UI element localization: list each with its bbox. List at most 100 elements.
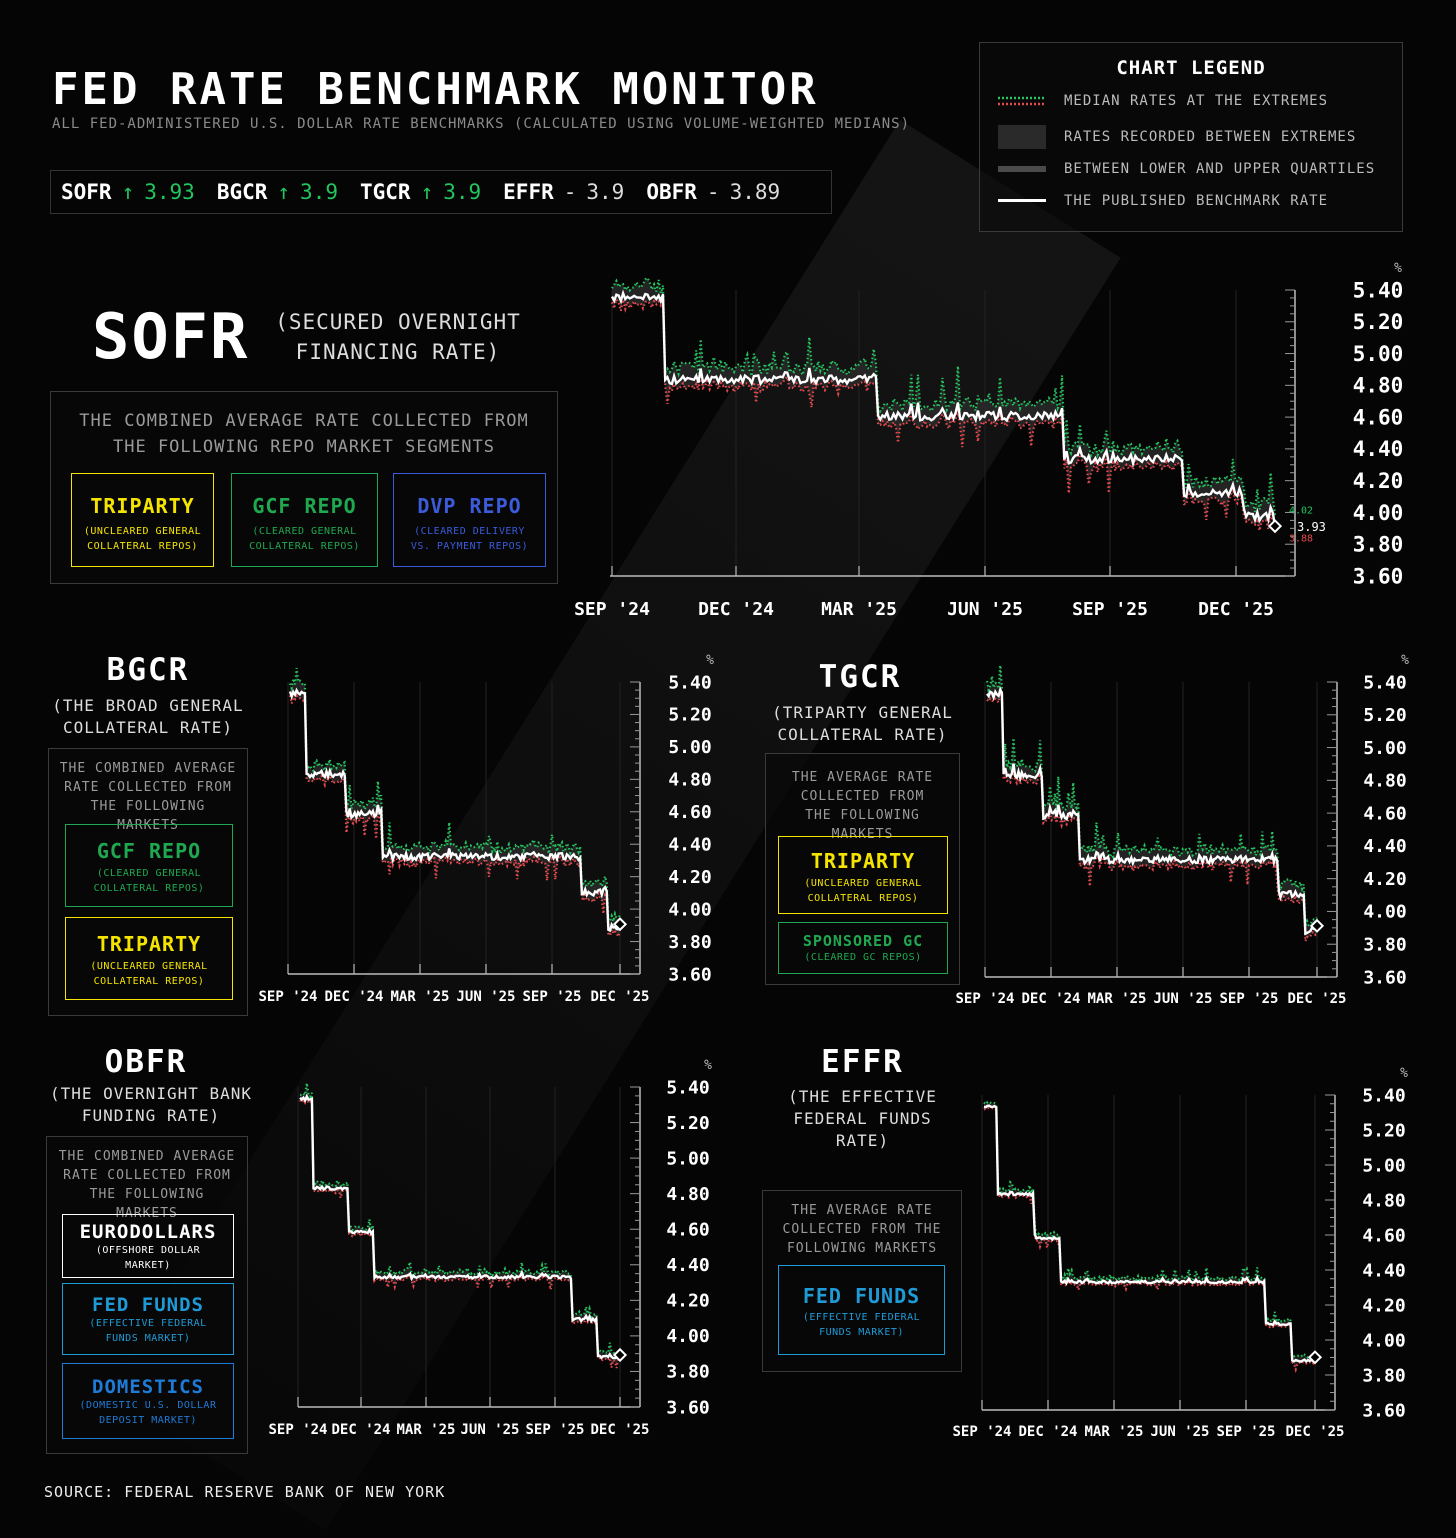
segment-fed-funds: FED FUNDS (EFFECTIVE FEDERAL FUNDS MARKE… bbox=[62, 1283, 234, 1355]
y-tick-label: 4.20 bbox=[668, 867, 711, 888]
legend-item-range: RATES RECORDED BETWEEN EXTREMES bbox=[998, 125, 1356, 149]
y-tick-label: 4.00 bbox=[1362, 1330, 1405, 1351]
y-unit-label: % bbox=[1401, 653, 1409, 668]
latest-value-marker bbox=[612, 917, 628, 932]
range-band bbox=[290, 668, 620, 937]
filled-band-icon bbox=[998, 125, 1046, 149]
x-tick-label: SEP '24 bbox=[258, 989, 317, 1005]
segment-triparty: TRIPARTY (UNCLEARED GENERAL COLLATERAL R… bbox=[778, 836, 948, 914]
x-tick-label: DEC '24 bbox=[331, 1422, 390, 1438]
x-tick-label: DEC '25 bbox=[1287, 991, 1346, 1007]
x-tick-label: DEC '24 bbox=[1021, 991, 1080, 1007]
y-tick-label: 3.80 bbox=[1363, 935, 1406, 956]
y-tick-label: 3.80 bbox=[1362, 1365, 1405, 1386]
benchmark-rate-series bbox=[986, 685, 1318, 936]
effr-full-name: (THE EFFECTIVE FEDERAL FUNDS RATE) bbox=[788, 1087, 937, 1150]
page-title: FED RATE BENCHMARK MONITOR bbox=[52, 64, 819, 115]
y-tick-label: 4.00 bbox=[668, 899, 711, 920]
x-tick-label: SEP '25 bbox=[1216, 1424, 1275, 1440]
y-tick-label: 4.20 bbox=[666, 1291, 709, 1312]
x-tick-label: JUN '25 bbox=[456, 989, 515, 1005]
upper-extreme-series bbox=[985, 665, 1318, 927]
y-tick-label: 4.40 bbox=[666, 1255, 709, 1276]
y-tick-label: 3.80 bbox=[668, 932, 711, 953]
upper-extreme-series bbox=[983, 1100, 1317, 1360]
segment-gcf-repo: GCF REPO (CLEARED GENERAL COLLATERAL REP… bbox=[231, 473, 378, 567]
latest-value-marker bbox=[1307, 1350, 1323, 1365]
benchmark-rate-series bbox=[983, 1104, 1317, 1364]
sofr-desc: THE COMBINED AVERAGE RATE COLLECTED FROM… bbox=[79, 411, 529, 457]
y-tick-label: 3.80 bbox=[666, 1362, 709, 1383]
obfr-desc: THE COMBINED AVERAGE RATE COLLECTED FROM… bbox=[58, 1149, 236, 1221]
x-tick-label: JUN '25 bbox=[947, 599, 1023, 620]
obfr-segments-panel: THE COMBINED AVERAGE RATE COLLECTED FROM… bbox=[46, 1136, 248, 1454]
ticker-obfr: OBFR -3.89 bbox=[646, 180, 781, 204]
x-tick-label: JUN '25 bbox=[460, 1422, 519, 1438]
bgcr-desc: THE COMBINED AVERAGE RATE COLLECTED FROM… bbox=[59, 761, 237, 833]
x-tick-label: SEP '24 bbox=[955, 991, 1014, 1007]
y-tick-label: 4.60 bbox=[1362, 1225, 1405, 1246]
tgcr-segments-panel: THE AVERAGE RATE COLLECTED FROM THE FOLL… bbox=[765, 753, 960, 985]
x-tick-label: MAR '25 bbox=[1084, 1424, 1143, 1440]
sofr-chart: 5.40 5.20 5.00 4.80 4.60 4.40 4.20 4.00 3.80 3.60… bbox=[574, 261, 1404, 620]
latest-value-marker bbox=[1267, 519, 1283, 534]
x-tick-label: MAR '25 bbox=[390, 989, 449, 1005]
x-tick-label: DEC '24 bbox=[1018, 1424, 1077, 1440]
segment-gcf-repo: GCF REPO (CLEARED GENERAL COLLATERAL REP… bbox=[65, 824, 233, 907]
tgcr-chart: 5.40 5.20 5.00 4.80 4.60 4.40 4.20 4.00 3.80 3.60… bbox=[955, 653, 1409, 1007]
segment-dvp-repo: DVP REPO (CLEARED DELIVERY VS. PAYMENT R… bbox=[393, 473, 546, 567]
y-tick-label: 4.40 bbox=[668, 835, 711, 856]
range-band bbox=[987, 665, 1317, 941]
y-tick-label: 3.60 bbox=[1363, 967, 1406, 988]
y-tick-label: 4.20 bbox=[1363, 869, 1406, 890]
x-tick-label: DEC '24 bbox=[324, 989, 383, 1005]
upper-extreme-series bbox=[611, 276, 1277, 516]
ticker-sofr: SOFR ↑ 3.93 bbox=[61, 180, 195, 204]
y-unit-label: % bbox=[706, 653, 714, 668]
y-tick-label: 4.80 bbox=[1363, 771, 1406, 792]
bgcr-chart: 5.40 5.20 5.00 4.80 4.60 4.40 4.20 4.00 3.80 3.60… bbox=[258, 653, 714, 1005]
tgcr-full-name: (TRIPARTY GENERAL COLLATERAL RATE) bbox=[772, 703, 953, 744]
y-tick-label: 4.20 bbox=[1362, 1295, 1405, 1316]
legend-item-benchmark: THE PUBLISHED BENCHMARK RATE bbox=[998, 193, 1328, 209]
sofr-segments-panel: THE COMBINED AVERAGE RATE COLLECTED FROM… bbox=[50, 391, 558, 584]
x-tick-label: DEC '25 bbox=[1198, 599, 1274, 620]
y-unit-label: % bbox=[704, 1058, 712, 1073]
y-tick-label: 5.00 bbox=[1353, 342, 1404, 366]
tgcr-desc: THE AVERAGE RATE COLLECTED FROM THE FOLL… bbox=[791, 770, 934, 842]
y-tick-label: 4.60 bbox=[668, 802, 711, 823]
x-tick-label: MAR '25 bbox=[396, 1422, 455, 1438]
x-tick-label: SEP '24 bbox=[574, 599, 650, 620]
rate-ticker: SOFR ↑ 3.93 BGCR ↑ 3.9 TGCR ↑ 3.9 EFFR -3.9 OBF… bbox=[50, 170, 832, 214]
y-tick-label: 4.40 bbox=[1353, 437, 1404, 461]
x-tick-label: SEP '25 bbox=[1072, 599, 1148, 620]
y-tick-label: 5.00 bbox=[1363, 738, 1406, 759]
legend-title: CHART LEGEND bbox=[1116, 57, 1266, 79]
y-tick-label: 5.20 bbox=[1353, 310, 1404, 334]
y-tick-label: 4.60 bbox=[1353, 405, 1404, 429]
lower-extreme-series bbox=[610, 296, 1277, 532]
y-tick-label: 5.20 bbox=[1362, 1120, 1405, 1141]
y-tick-label: 5.00 bbox=[668, 737, 711, 758]
obfr-chart: 5.40 5.20 5.00 4.80 4.60 4.40 4.20 4.00 3.80 3.60… bbox=[268, 1058, 712, 1438]
thick-line-icon bbox=[998, 166, 1046, 172]
bgcr-segments-panel: THE COMBINED AVERAGE RATE COLLECTED FROM… bbox=[48, 748, 248, 1016]
segment-domestics: DOMESTICS (DOMESTIC U.S. DOLLAR DEPOSIT … bbox=[62, 1363, 234, 1439]
x-tick-label: DEC '25 bbox=[590, 1422, 649, 1438]
sofr-full-name: (SECURED OVERNIGHT FINANCING RATE) bbox=[275, 310, 521, 364]
benchmark-rate-series bbox=[299, 1093, 621, 1360]
latest-value-marker bbox=[1309, 918, 1325, 933]
y-tick-label: 4.00 bbox=[1363, 902, 1406, 923]
x-tick-label: JUN '25 bbox=[1153, 991, 1212, 1007]
y-tick-label: 5.40 bbox=[1362, 1085, 1405, 1106]
y-tick-label: 5.00 bbox=[1362, 1155, 1405, 1176]
y-tick-label: 4.80 bbox=[668, 770, 711, 791]
x-tick-label: DEC '24 bbox=[698, 599, 774, 620]
benchmark-rate-series bbox=[610, 289, 1277, 527]
source-note: SOURCE: FEDERAL RESERVE BANK OF NEW YORK bbox=[44, 1483, 446, 1501]
y-tick-label: 4.80 bbox=[1362, 1190, 1405, 1211]
y-tick-label: 5.40 bbox=[666, 1077, 709, 1098]
y-tick-label: 4.80 bbox=[666, 1184, 709, 1205]
effr-segments-panel: THE AVERAGE RATE COLLECTED FROM THE FOLL… bbox=[762, 1190, 962, 1372]
segment-triparty: TRIPARTY (UNCLEARED GENERAL COLLATERAL R… bbox=[71, 473, 214, 567]
